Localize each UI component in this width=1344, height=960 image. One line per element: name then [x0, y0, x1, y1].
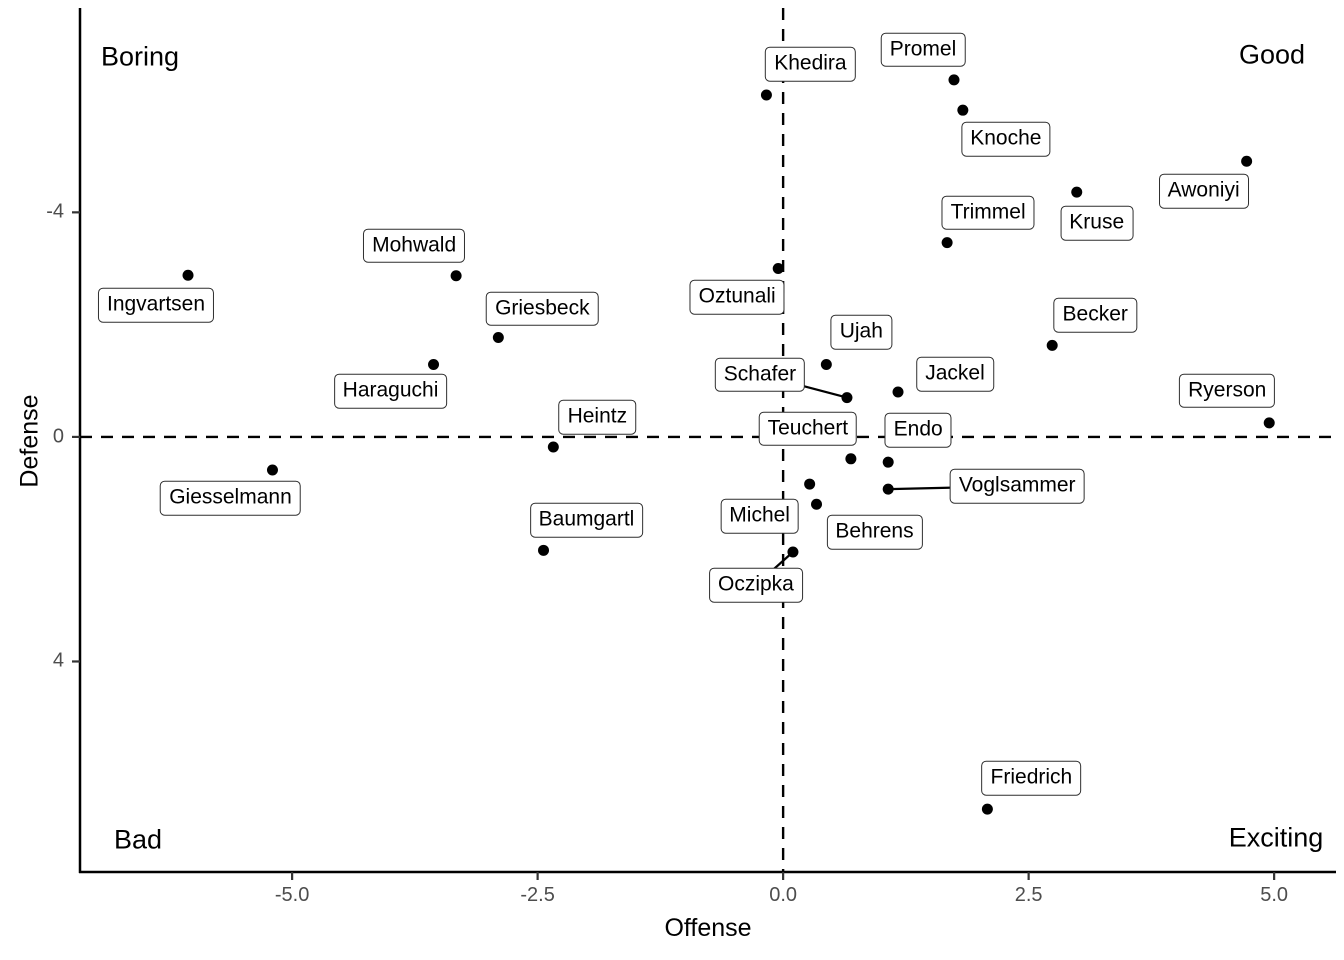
point-heintz	[547, 441, 559, 453]
point-mohwald	[450, 270, 462, 282]
point-jackel	[892, 386, 904, 398]
point-teuchert	[845, 453, 857, 465]
point-giesselmann	[266, 464, 278, 476]
point-knoche	[957, 104, 969, 116]
point-oztunali	[772, 262, 784, 274]
point-ingvartsen	[182, 269, 194, 281]
point-voglsammer	[882, 483, 894, 495]
point-endo	[882, 456, 894, 468]
point-griesbeck	[492, 332, 504, 344]
point-behrens	[811, 498, 823, 510]
point-michel	[804, 478, 816, 490]
point-awoniyi	[1241, 155, 1253, 167]
point-trimmel	[941, 237, 953, 249]
label-connector-oczipka	[755, 551, 794, 586]
point-oczipka	[787, 546, 799, 558]
label-connector-schafer	[759, 373, 848, 399]
point-baumgartl	[538, 544, 550, 556]
label-connector-voglsammer	[888, 485, 1018, 491]
point-becker	[1046, 339, 1058, 351]
point-haraguchi	[428, 358, 440, 370]
point-kruse	[1071, 186, 1083, 198]
point-friedrich	[981, 803, 993, 815]
point-ujah	[820, 358, 832, 370]
point-promel	[948, 74, 960, 86]
point-khedira	[760, 89, 772, 101]
point-schafer	[841, 392, 853, 404]
point-ryerson	[1263, 417, 1275, 429]
